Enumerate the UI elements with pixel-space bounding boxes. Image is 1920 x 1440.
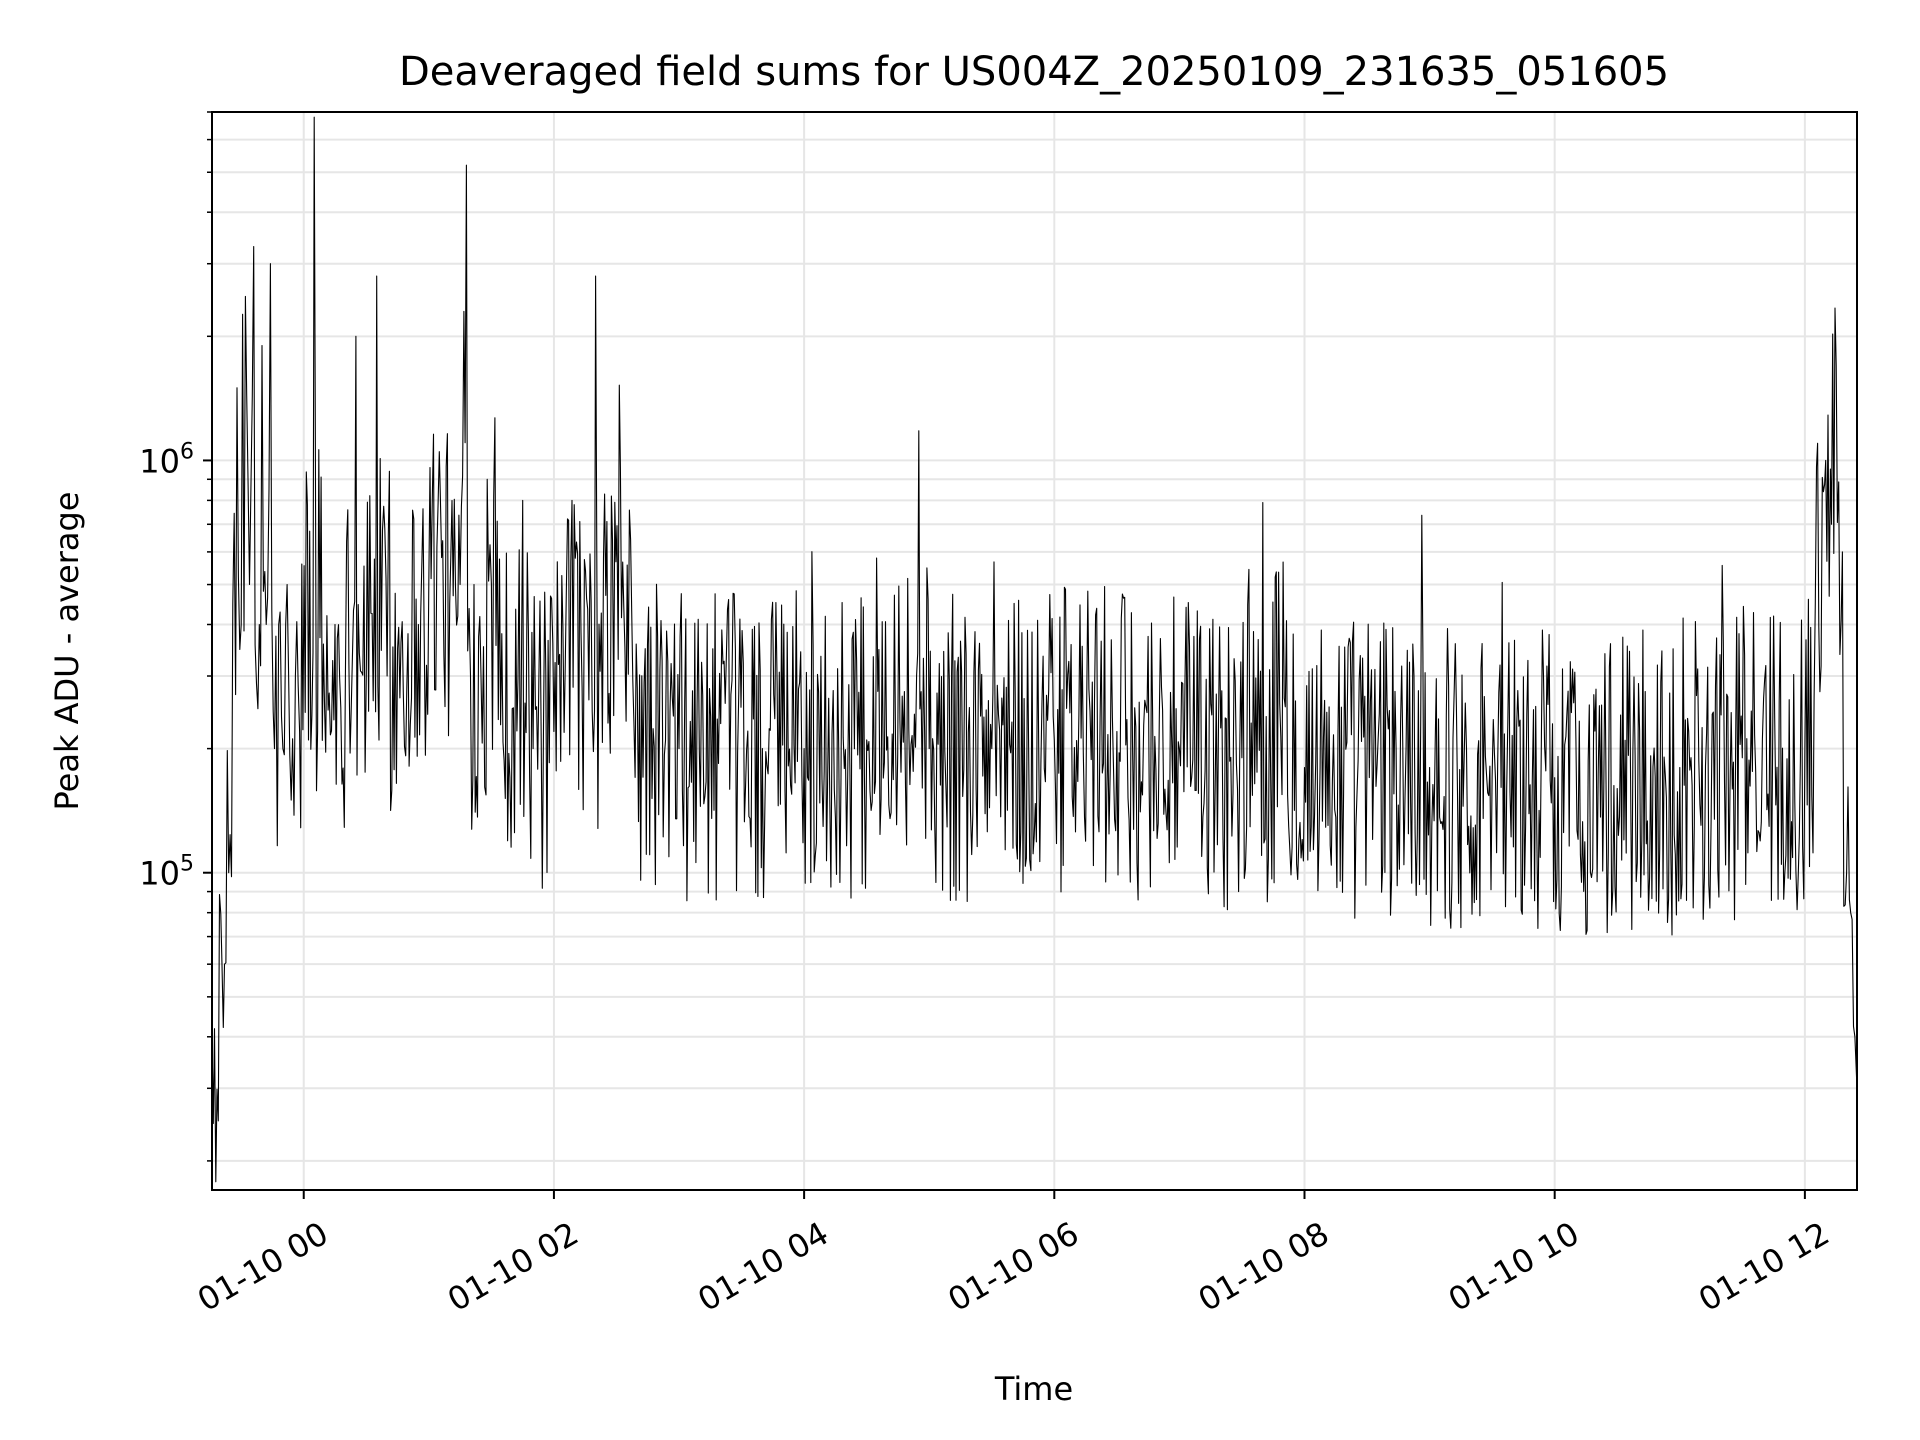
plot-area-frame <box>211 111 1858 1191</box>
y-tick-label: 105 <box>139 852 194 893</box>
y-axis-label: Peak ADU - average <box>48 492 86 811</box>
y-tick-label: 106 <box>139 439 194 480</box>
grid <box>212 111 1857 1190</box>
series-layer <box>211 116 1858 1183</box>
x-axis-label: Time <box>994 1370 1073 1408</box>
series-line-1 <box>211 116 1858 1183</box>
chart-title: Deaveraged field sums for US004Z_2025010… <box>399 49 1669 95</box>
